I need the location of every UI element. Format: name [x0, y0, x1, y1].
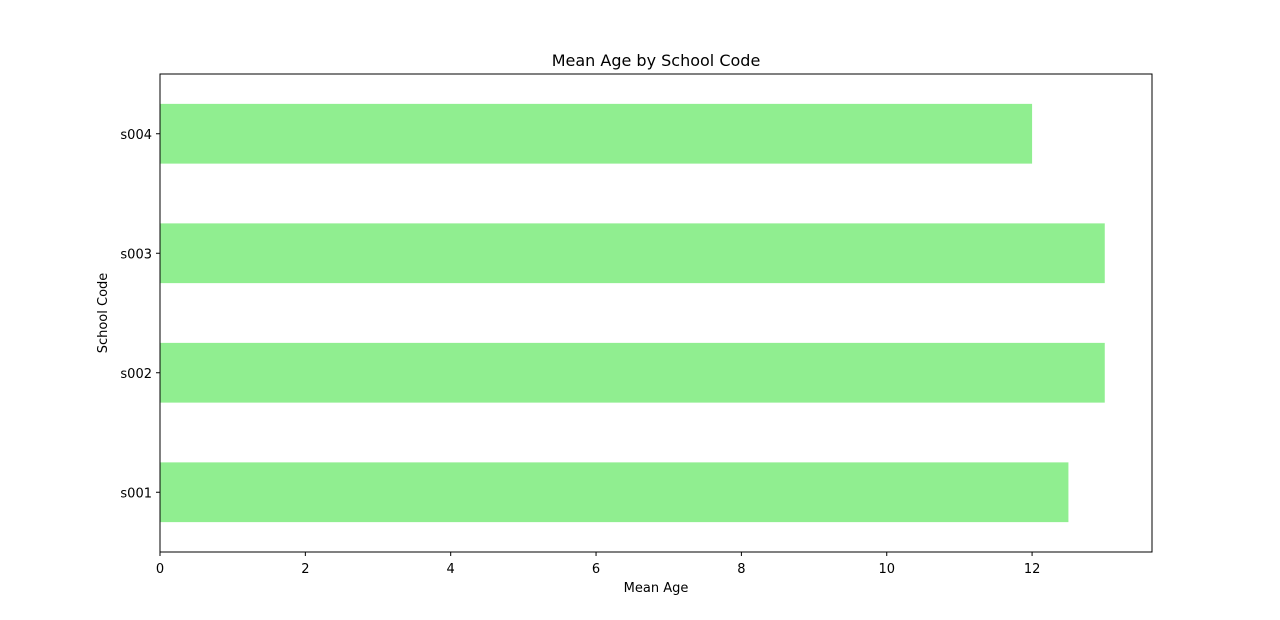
x-tick-label: 8 [737, 562, 745, 577]
x-tick-label: 4 [447, 562, 455, 577]
x-tick-label: 0 [156, 562, 164, 577]
chart-title: Mean Age by School Code [552, 51, 761, 70]
y-tick-label: s002 [120, 367, 152, 382]
y-tick-label: s001 [120, 486, 152, 501]
x-tick-label: 2 [301, 562, 309, 577]
plot-frame [159, 73, 1153, 553]
bar-s001 [160, 462, 1069, 523]
y-tick-label: s003 [120, 247, 152, 262]
bars-group [160, 103, 1105, 523]
x-axis-label: Mean Age [624, 581, 689, 596]
x-tick-label: 10 [878, 562, 895, 577]
bar-s004 [160, 103, 1033, 164]
y-axis-ticks: s001 s002 s003 s004 [120, 128, 160, 501]
bar-s003 [160, 223, 1105, 284]
x-axis-ticks: 0 2 4 6 8 10 12 [156, 552, 1041, 577]
y-axis-label: School Code [96, 273, 111, 354]
bar-s002 [160, 342, 1105, 403]
x-tick-label: 12 [1024, 562, 1041, 577]
x-tick-label: 6 [592, 562, 600, 577]
y-tick-label: s004 [120, 128, 152, 143]
